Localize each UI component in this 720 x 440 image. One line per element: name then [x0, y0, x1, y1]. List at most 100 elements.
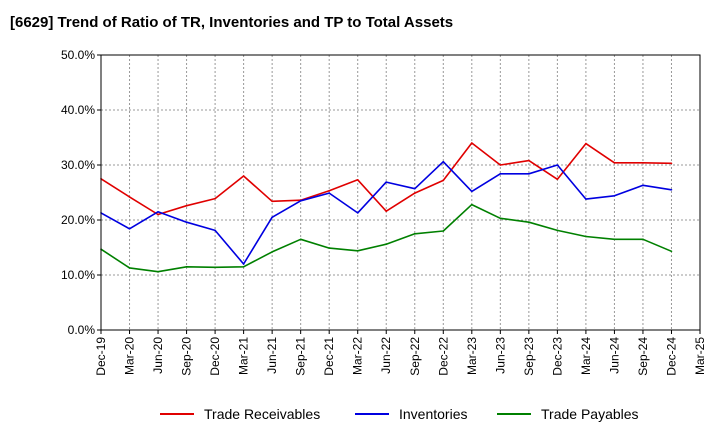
y-tick-label: 20.0%	[61, 213, 95, 227]
x-tick-label: Sep-20	[180, 337, 194, 376]
data-point	[556, 229, 559, 232]
data-point	[642, 162, 644, 164]
legend-label: Trade Receivables	[204, 406, 320, 422]
data-point	[528, 173, 530, 175]
data-point	[556, 164, 559, 166]
data-point	[471, 203, 473, 206]
data-point	[499, 164, 502, 166]
data-point	[185, 221, 188, 223]
data-point	[613, 195, 616, 197]
data-point	[299, 238, 302, 241]
x-tick-label: Jun-21	[265, 337, 279, 374]
data-point	[271, 216, 273, 219]
data-point	[271, 200, 273, 203]
data-point	[356, 179, 359, 181]
data-point	[585, 198, 587, 200]
x-tick-label: Jun-23	[493, 337, 507, 374]
data-point	[185, 204, 188, 207]
data-point	[556, 178, 559, 181]
plot-frame	[100, 54, 701, 331]
x-tick-label: Jun-24	[607, 337, 621, 374]
x-tick-label: Mar-21	[237, 337, 251, 375]
data-point	[585, 235, 587, 238]
data-point	[128, 228, 131, 230]
data-point	[157, 213, 159, 216]
data-point	[413, 232, 416, 235]
grid	[101, 55, 700, 330]
data-point	[128, 267, 131, 269]
data-point	[328, 247, 330, 249]
legend-label: Trade Payables	[541, 406, 639, 422]
data-point	[670, 188, 673, 191]
data-point	[385, 181, 388, 183]
data-point	[242, 263, 245, 265]
data-point	[214, 266, 216, 269]
x-tick-label: Sep-21	[294, 337, 308, 376]
x-tick-label: Jun-20	[151, 337, 165, 374]
x-tick-label: Sep-24	[636, 337, 650, 376]
x-tick-label: Mar-22	[351, 337, 365, 375]
legend-label: Inventories	[399, 406, 467, 422]
data-point	[413, 187, 416, 190]
data-point	[242, 175, 245, 177]
data-point	[471, 190, 473, 193]
data-point	[442, 160, 445, 163]
data-point	[356, 212, 359, 214]
data-point	[499, 217, 502, 220]
legend-item: Trade Receivables	[160, 406, 320, 422]
y-tick-label: 0.0%	[68, 323, 96, 337]
data-point	[185, 265, 188, 268]
chart-title: [6629] Trend of Ratio of TR, Inventories…	[10, 14, 454, 31]
data-point	[242, 265, 245, 268]
y-tick-label: 40.0%	[61, 103, 95, 117]
legend-item: Trade Payables	[497, 406, 639, 422]
x-tick-label: Dec-20	[208, 337, 222, 376]
x-tick-label: Dec-24	[664, 337, 678, 376]
data-point	[299, 199, 302, 202]
data-point	[214, 229, 216, 232]
data-point	[271, 251, 273, 253]
data-point	[613, 238, 616, 241]
y-tick-label: 50.0%	[61, 48, 95, 62]
data-point	[613, 162, 616, 164]
data-point	[157, 270, 159, 273]
y-axis: 0.0% 10.0% 20.0% 30.0% 40.0% 50.0%	[61, 48, 101, 337]
data-point	[214, 197, 216, 200]
x-tick-label: Mar-25	[693, 337, 707, 375]
data-point	[471, 142, 473, 144]
x-tick-label: Dec-19	[94, 337, 108, 376]
data-point	[442, 230, 445, 232]
x-tick-label: Jun-22	[379, 337, 393, 374]
data-point	[385, 210, 388, 212]
x-tick-label: Sep-22	[408, 337, 422, 376]
x-axis: Dec-19 Mar-20 Jun-20 Sep-20 Dec-20 Mar-21 Jun-…	[94, 330, 707, 376]
legend-item: Inventories	[355, 406, 467, 422]
legend: Trade Receivables Inventories Trade Payabl…	[160, 406, 639, 422]
data-point	[442, 179, 445, 182]
data-point	[528, 159, 530, 162]
data-point	[642, 184, 644, 187]
series-line-trade-payables	[100, 203, 672, 273]
x-tick-label: Dec-21	[322, 337, 336, 376]
x-tick-label: Mar-23	[465, 337, 479, 375]
data-point	[328, 192, 330, 194]
data-point	[670, 162, 673, 165]
x-tick-label: Dec-23	[550, 337, 564, 376]
data-point	[528, 221, 530, 223]
x-tick-label: Dec-22	[436, 337, 450, 376]
data-point	[499, 173, 502, 175]
data-point	[642, 238, 644, 241]
x-tick-label: Sep-23	[522, 337, 536, 376]
x-tick-label: Mar-20	[123, 337, 137, 375]
data-point	[670, 250, 673, 253]
data-point	[413, 192, 416, 194]
data-point	[128, 196, 131, 198]
y-tick-label: 30.0%	[61, 158, 95, 172]
y-tick-label: 10.0%	[61, 268, 95, 282]
x-tick-label: Mar-24	[579, 337, 593, 375]
data-point	[356, 250, 359, 252]
data-point	[585, 142, 587, 145]
data-point	[157, 210, 159, 213]
data-point	[328, 190, 330, 192]
